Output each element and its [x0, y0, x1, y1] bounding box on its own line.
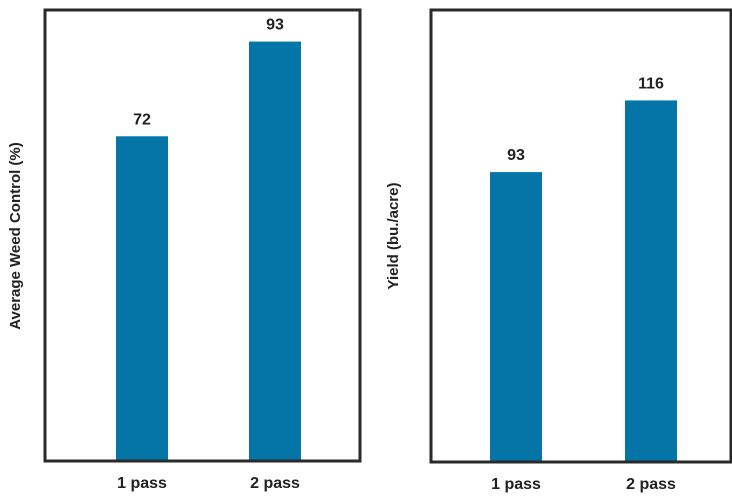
- x-tick-label: 1 pass: [117, 475, 167, 492]
- bar-1-pass: [490, 172, 542, 462]
- x-tick-label: 2 pass: [626, 476, 676, 493]
- plot-frame: [429, 8, 732, 464]
- bar-1-pass: [116, 136, 168, 461]
- y-axis-label: Average Weed Control (%): [7, 142, 24, 330]
- bar-value-label: 72: [133, 111, 151, 128]
- y-axis-label: Yield (bu./acre): [385, 183, 402, 290]
- plot-frame: [43, 8, 362, 463]
- x-tick-label: 1 pass: [491, 476, 541, 493]
- bar-value-label: 116: [638, 75, 664, 92]
- bar-value-label: 93: [266, 17, 284, 34]
- chart-panel-1: 72 1 pass 93 2 pass Average Weed Control (%): [7, 8, 362, 492]
- bar-2-pass: [625, 100, 677, 463]
- bar-2-pass: [249, 41, 301, 461]
- x-tick-label: 2 pass: [250, 475, 300, 492]
- chart-panel-2: 93 1 pass 116 2 pass Yield (bu./acre): [385, 8, 732, 493]
- bar-value-label: 93: [507, 147, 525, 164]
